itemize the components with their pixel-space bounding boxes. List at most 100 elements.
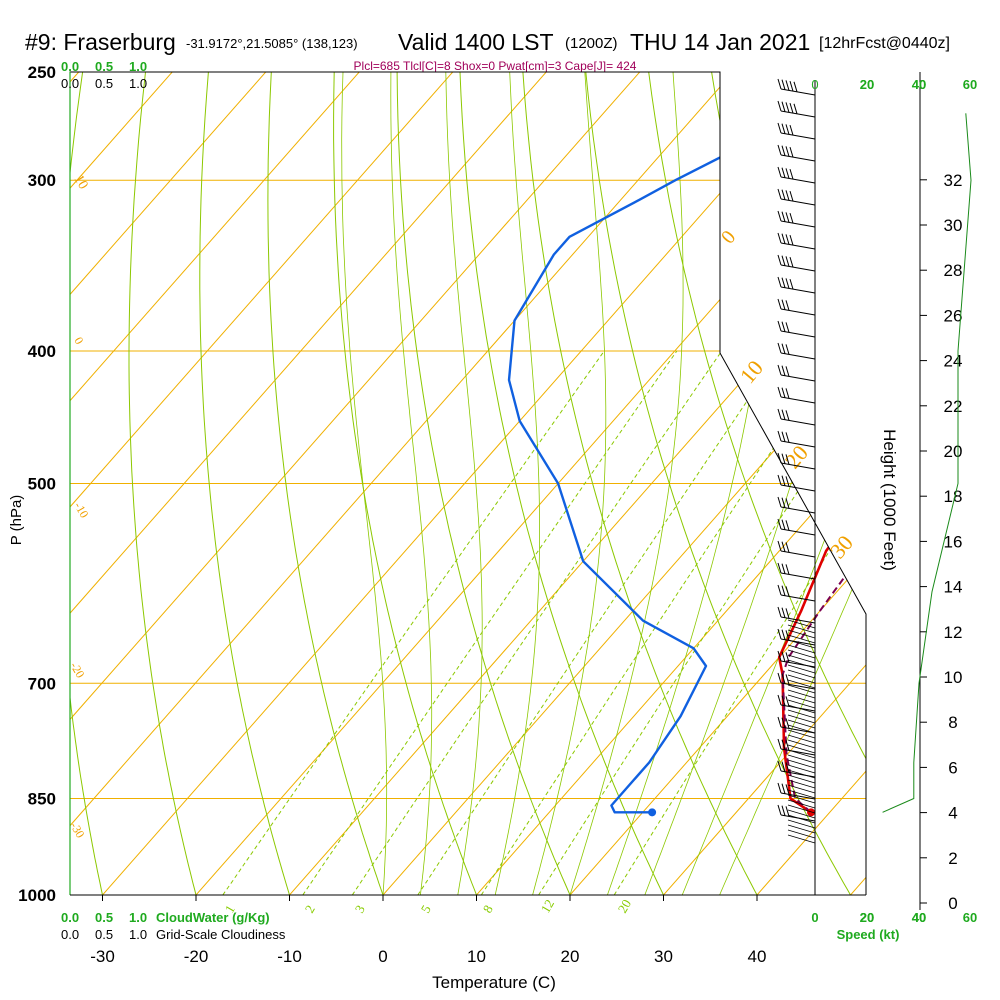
wind-barb-low (787, 709, 816, 719)
wind-barb-feather (781, 519, 786, 530)
wind-barb-low (787, 694, 816, 704)
wind-barb (777, 650, 816, 668)
wind-barb (777, 760, 816, 778)
wind-barb-low (787, 619, 816, 629)
wind-barb-feather (785, 432, 790, 443)
wind-barb-feather (785, 124, 790, 135)
wind-barb-feather (785, 564, 790, 575)
wind-barb-low (787, 829, 816, 839)
dry-adiabat-line (128, 72, 205, 895)
cloudiness-label: Grid-Scale Cloudiness (156, 927, 286, 942)
p-tick-label: 1000 (18, 886, 56, 905)
wind-barb-shaft (780, 484, 816, 492)
wind-barb (777, 298, 816, 316)
wind-barb-low (787, 714, 816, 724)
wind-barb-feather (781, 563, 786, 574)
wind-barb-feather (777, 298, 782, 310)
wind-barb-feather (781, 233, 786, 244)
wind-barb (777, 166, 816, 184)
cloud-bot-green-0: 0.0 (61, 910, 79, 925)
wind-barb (777, 188, 816, 206)
p-tick-label: 400 (28, 342, 56, 361)
isotherm-line (637, 72, 866, 895)
profile-lines (507, 112, 866, 817)
height-axis-label: Height (1000 Feet) (880, 429, 899, 571)
moist-adiabat-line (390, 72, 433, 895)
wind-barb-feather (777, 496, 782, 508)
height-tick-label: 26 (944, 306, 963, 325)
isotherm-line (70, 72, 288, 895)
dry-adiabat-line (831, 72, 866, 895)
dry-adiabat-line (267, 72, 394, 895)
mixing-ratio-line (613, 350, 866, 895)
mixing-ratio-label: 8 (480, 902, 496, 915)
wind-barb-feather (781, 607, 786, 618)
wind-barb (777, 628, 816, 646)
wind-barb-low (787, 754, 816, 764)
x-tick-label: -10 (277, 947, 302, 966)
wind-barb-feather (785, 256, 790, 267)
wind-barb-feather (785, 542, 790, 553)
wind-barb-low (787, 764, 816, 774)
height-tick-label: 12 (944, 623, 963, 642)
wind-barb (777, 232, 816, 250)
dry-adiabat-line (957, 48, 1000, 924)
wind-barb-low (787, 734, 816, 744)
wind-barb (777, 606, 816, 624)
wind-barb (777, 452, 816, 470)
wind-barb-shaft (780, 110, 816, 118)
wind-barb-feather (781, 475, 786, 486)
wind-barb-shaft (780, 462, 816, 470)
wind-barb-low (787, 639, 816, 649)
wind-barb-shaft (780, 374, 816, 382)
wind-barb-feather (785, 520, 790, 531)
isotherm-line (70, 72, 568, 895)
mixing-ratio-line (538, 350, 866, 895)
indices-line: Plcl=685 Tlcl[C]=8 Shox=0 Pwat[cm]=3 Cap… (354, 59, 637, 73)
wind-barb-feather (777, 716, 782, 728)
wind-barb-low (787, 759, 816, 769)
wind-barb-shaft (780, 550, 816, 558)
wind-barb-feather (777, 364, 782, 376)
wind-barb-feather (777, 122, 782, 134)
p-tick-label: 500 (28, 475, 56, 494)
isotherm-line (70, 72, 662, 895)
height-tick-label: 32 (944, 171, 963, 190)
wind-barb-feather (785, 784, 790, 795)
wind-barb-low (787, 674, 816, 684)
x-tick-label: 40 (748, 947, 767, 966)
wind-barb (777, 210, 816, 228)
wind-barb-feather (781, 365, 786, 376)
wind-barb-low (787, 774, 816, 784)
wind-barb-shaft (780, 748, 816, 756)
wind-barb (777, 782, 816, 800)
wind-barb-feather (789, 212, 794, 224)
wind-barb-feather (785, 630, 790, 641)
dry-adiabat-line (199, 72, 300, 895)
wind-barb-feather (777, 760, 782, 772)
p-tick-label: 250 (28, 63, 56, 82)
wind-barb (777, 100, 816, 118)
wind-barb-feather (785, 344, 790, 355)
wind-speed-profile (882, 113, 972, 813)
height-tick-label: 0 (948, 894, 957, 913)
station-title: #9: Fraserburg (25, 29, 176, 55)
height-tick-label: 16 (944, 532, 963, 551)
wind-barb-feather (789, 256, 794, 268)
wind-barb-shaft (780, 396, 816, 404)
height-tick-label: 6 (948, 758, 957, 777)
wind-barb-feather (781, 189, 786, 200)
wind-barb-feather (785, 652, 790, 663)
wind-barb-shaft (780, 154, 816, 162)
isotherm-line (76, 72, 849, 895)
isotherm-label: 0 (71, 335, 86, 347)
wind-barb-feather (781, 343, 786, 354)
wind-barb-feather (781, 387, 786, 398)
height-tick-label: 22 (944, 397, 963, 416)
wind-barb (777, 430, 816, 448)
speed-bot-black-1: 20 (860, 910, 874, 925)
cloud-top-black-0: 0.0 (61, 76, 79, 91)
moist-adiabat-line (569, 72, 684, 895)
isotherm-label: 10 (71, 173, 91, 193)
